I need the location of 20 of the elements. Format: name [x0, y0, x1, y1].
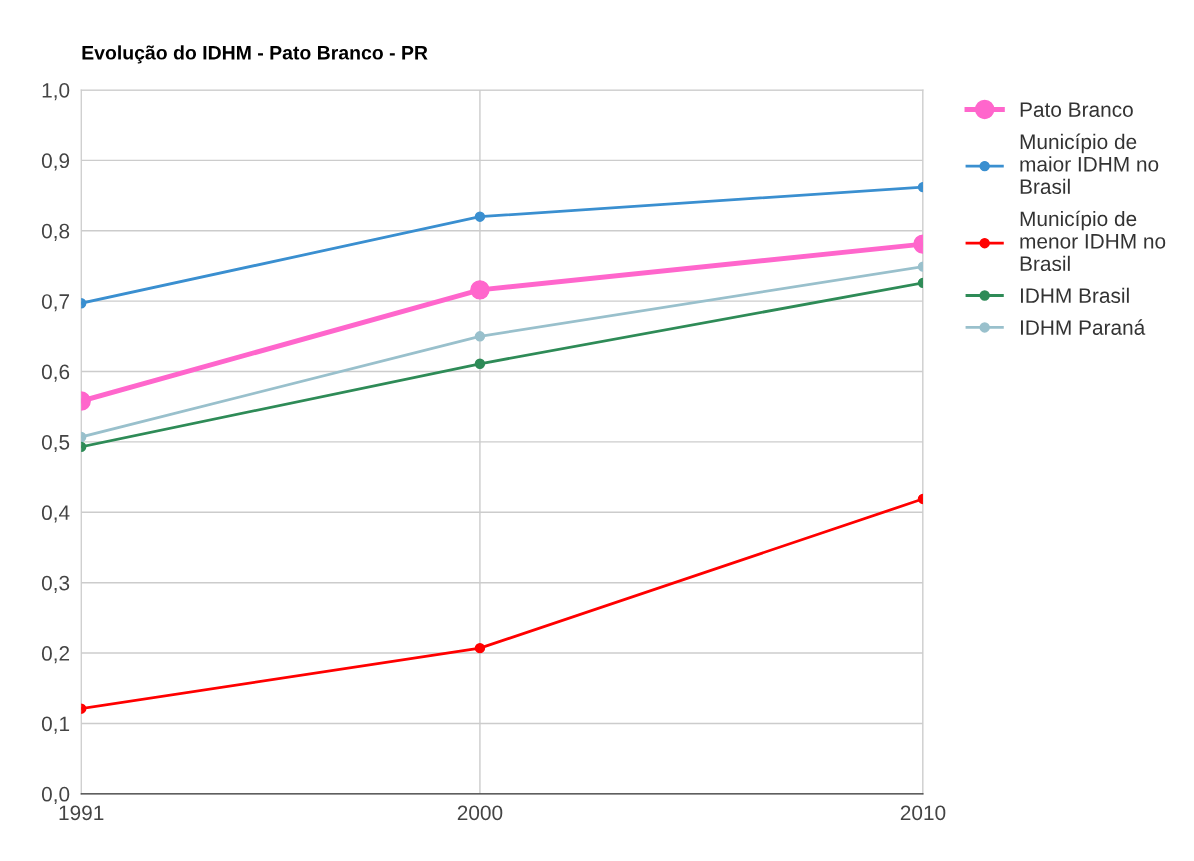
x-tick-label: 2000 — [457, 805, 503, 821]
y-tick-label: 0,6 — [41, 364, 70, 382]
y-tick-label: 1,0 — [42, 82, 70, 101]
y-tick-label: 0,9 — [41, 153, 70, 171]
legend-label: IDHM Paraná — [1020, 319, 1146, 335]
y-tick-label: 0,5 — [41, 434, 70, 453]
y-tick-label: 0,7 — [41, 294, 70, 312]
legend-label: Município de maior IDHM no Brasil — [1020, 133, 1159, 195]
legend-label: Pato Branco — [1020, 102, 1133, 117]
legend-label: Município de menor IDHM no Brasil — [1020, 210, 1166, 272]
legend-label: IDHM Brasil — [1020, 287, 1129, 303]
x-tick-label: 2010 — [900, 805, 946, 821]
y-tick-label: 0,1 — [41, 716, 70, 734]
y-tick-label: 0,4 — [41, 505, 70, 523]
y-tick-label: 0,3 — [41, 575, 70, 593]
x-tick-label: 1991 — [59, 805, 104, 821]
y-tick-label: 0,0 — [41, 786, 70, 805]
y-tick-label: 0,8 — [41, 223, 70, 241]
y-tick-label: 0,2 — [41, 646, 70, 664]
chart-title: Evolução do IDHM - Pato Branco - PR — [82, 45, 428, 64]
